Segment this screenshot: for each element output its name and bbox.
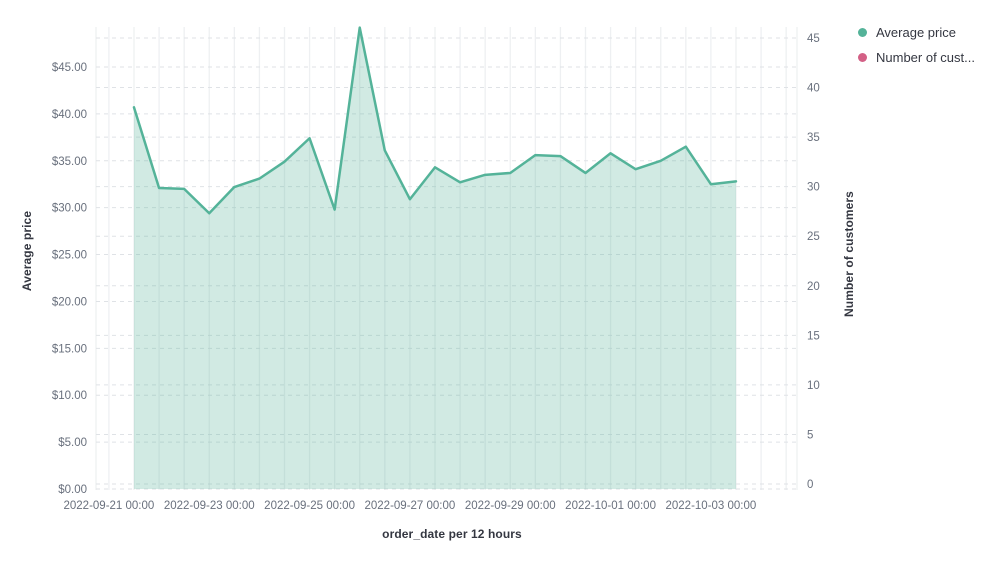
right-y-tick-label: 35	[807, 132, 820, 144]
legend-color-dot	[858, 53, 867, 62]
left-y-tick-label: $45.00	[52, 62, 87, 74]
average-price-area	[133, 27, 736, 490]
x-tick-label: 2022-09-21 00:00	[64, 500, 155, 512]
left-y-tick-label: $30.00	[52, 203, 87, 215]
left-y-tick-label: $20.00	[52, 296, 87, 308]
left-axis-title: Average price	[20, 210, 34, 292]
right-y-tick-label: 5	[807, 429, 813, 441]
x-tick-label: 2022-09-27 00:00	[365, 500, 456, 512]
right-y-tick-label: 0	[807, 479, 813, 491]
legend-item-average-price[interactable]: Average price	[858, 25, 975, 40]
right-axis-title: Number of customers	[842, 191, 856, 317]
left-y-tick-label: $0.00	[58, 484, 87, 496]
legend-color-dot	[858, 28, 867, 37]
x-tick-label: 2022-09-25 00:00	[264, 500, 355, 512]
legend-item-number-of-cust[interactable]: Number of cust...	[858, 50, 975, 65]
x-tick-label: 2022-10-03 00:00	[666, 500, 757, 512]
x-tick-label: 2022-10-01 00:00	[565, 500, 656, 512]
right-y-tick-label: 20	[807, 281, 820, 293]
x-tick-label: 2022-09-23 00:00	[164, 500, 255, 512]
right-y-tick-label: 15	[807, 330, 820, 342]
x-tick-label: 2022-09-29 00:00	[465, 500, 556, 512]
right-y-tick-label: 10	[807, 380, 820, 392]
left-y-tick-label: $35.00	[52, 156, 87, 168]
right-y-tick-label: 25	[807, 231, 820, 243]
left-y-tick-label: $15.00	[52, 343, 87, 355]
legend-item-label: Average price	[876, 25, 956, 40]
right-y-tick-label: 45	[807, 33, 820, 45]
legend-item-label: Number of cust...	[876, 50, 975, 65]
left-y-tick-label: $40.00	[52, 109, 87, 121]
x-axis-title: order_date per 12 hours	[382, 527, 522, 541]
left-y-tick-label: $25.00	[52, 250, 87, 262]
chart-legend: Average price Number of cust...	[858, 25, 975, 75]
left-y-tick-label: $10.00	[52, 390, 87, 402]
right-y-tick-label: 30	[807, 182, 820, 194]
left-y-tick-label: $5.00	[58, 437, 87, 449]
average-price-line	[132, 26, 738, 215]
right-y-tick-label: 40	[807, 83, 820, 95]
